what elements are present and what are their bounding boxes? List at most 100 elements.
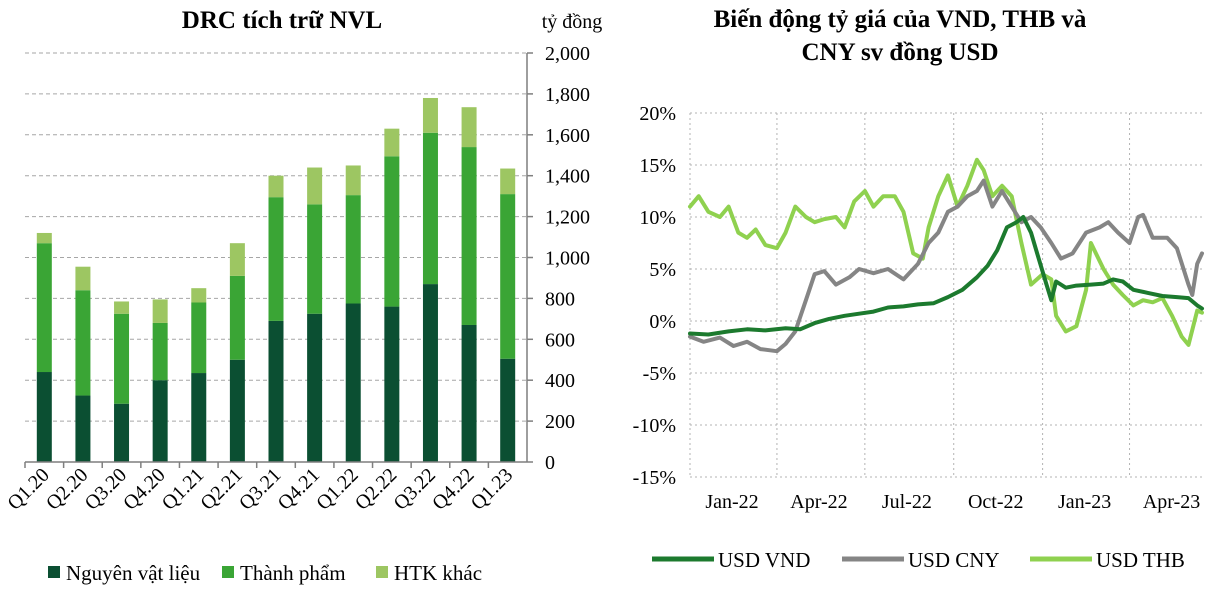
bar-chart-x-tick-label: Q4.22: [428, 464, 479, 515]
bar-segment-1: [307, 313, 323, 462]
line-chart-x-tick-labels: Jan-22 Apr-22 Jul-22 Oct-22 Jan-23 Apr-23: [705, 491, 1200, 513]
bar-segment-2: [461, 147, 477, 325]
bar-segment-2: [152, 322, 168, 381]
bar-segment-2: [307, 204, 323, 314]
bar-chart-x-tick-label: Q1.22: [312, 464, 363, 515]
bar-segment-1: [268, 320, 284, 462]
bar-segment-3: [307, 167, 323, 205]
line-series-2: [688, 178, 1204, 354]
bar-segment-1: [36, 372, 52, 462]
bar-segment-2: [384, 156, 400, 307]
line-chart-series: [688, 157, 1204, 354]
bar-segment-2: [500, 194, 516, 359]
bar-chart-y-tick-labels: 0 200 400 600 800 1,000 1,200 1,400 1,600 1,800 2,…: [545, 43, 590, 474]
bar-chart-x-tick-label: Q4.20: [119, 464, 170, 515]
line-chart-x-tick-label: Jan-23: [1058, 491, 1111, 513]
line-chart-y-tick-label: -5%: [643, 363, 676, 385]
bar-segment-2: [191, 302, 207, 374]
bar-segment-3: [75, 266, 91, 291]
inventory-bar-chart: DRC tích trữ NVL tỷ đồng 0 200 400 600 800 1,…: [3, 7, 602, 585]
fx-line-chart: Biến động tỷ giá của VND, THB và CNY sv …: [633, 6, 1204, 572]
bar-chart-legend-swatch: [48, 566, 60, 578]
bar-segment-3: [268, 175, 284, 198]
bar-chart-x-tick-labels: Q1.20Q2.20Q3.20Q4.20Q1.21Q2.21Q3.21Q4.21…: [3, 464, 517, 515]
bar-chart-title: DRC tích trữ NVL: [182, 7, 382, 34]
bar-segment-2: [229, 275, 245, 360]
line-chart-y-tick-label: 15%: [639, 155, 676, 177]
bar-segment-2: [114, 313, 130, 404]
bar-chart-y-tick-label: 1,200: [545, 207, 590, 229]
line-chart-legend-label: USD VND: [718, 548, 810, 572]
bar-segment-1: [500, 358, 516, 462]
bar-segment-3: [36, 232, 52, 244]
bar-segment-3: [461, 107, 477, 148]
bar-chart-x-tick-label: Q3.20: [81, 464, 132, 515]
bar-segment-1: [384, 306, 400, 462]
bar-segment-1: [229, 359, 245, 462]
bar-segment-3: [422, 97, 438, 133]
bar-segment-2: [36, 243, 52, 373]
bar-chart-x-tick-label: Q4.21: [274, 464, 325, 515]
bar-segment-1: [461, 324, 477, 462]
bar-chart-legend-swatch: [376, 566, 388, 578]
line-chart-title-line-2: CNY sv đồng USD: [801, 39, 998, 66]
bar-chart-gridlines: [25, 52, 533, 463]
line-chart-x-tick-label: Apr-22: [790, 491, 847, 513]
bar-chart-legend-label: Thành phẩm: [240, 561, 346, 585]
line-chart-x-tick-label: Oct-22: [968, 491, 1024, 513]
bar-segment-1: [114, 403, 130, 462]
bar-segment-3: [384, 128, 400, 157]
bar-chart-x-tick-label: Q3.22: [389, 464, 440, 515]
bar-chart-legend-label: HTK khác: [394, 561, 482, 585]
bar-chart-x-tick-label: Q3.21: [235, 464, 286, 515]
bar-segment-2: [345, 195, 361, 304]
line-chart-legend-label: USD CNY: [908, 548, 1000, 572]
line-chart-x-tick-label: Jan-22: [705, 491, 758, 513]
bar-chart-y-tick-label: 600: [545, 329, 575, 351]
bar-chart-y-tick-label: 1,000: [545, 248, 590, 270]
line-chart-x-tick-label: Apr-23: [1143, 491, 1200, 513]
bar-chart-y-tick-label: 1,400: [545, 166, 590, 188]
bar-segment-1: [422, 284, 438, 462]
bar-segment-2: [268, 197, 284, 321]
line-chart-title-line-1: Biến động tỷ giá của VND, THB và: [714, 6, 1087, 33]
line-chart-y-tick-label: 0%: [649, 311, 676, 333]
line-chart-y-tick-label: 10%: [639, 207, 676, 229]
bar-chart-y-tick-label: 1,800: [545, 84, 590, 106]
bar-chart-unit-label: tỷ đồng: [542, 11, 603, 33]
bar-segment-3: [345, 165, 361, 196]
bar-segment-3: [191, 288, 207, 303]
bar-chart-legend-swatch: [222, 566, 234, 578]
bar-chart-x-tick-label: Q1.21: [158, 464, 209, 515]
bar-chart-legend-label: Nguyên vật liệu: [66, 561, 201, 585]
line-chart-y-tick-labels: -15% -10% -5% 0% 5% 10% 15% 20%: [633, 103, 676, 489]
bar-segment-2: [422, 132, 438, 285]
bar-chart-x-tick-label: Q2.21: [196, 464, 247, 515]
bar-chart-y-tick-label: 1,600: [545, 125, 590, 147]
bar-segment-2: [75, 290, 91, 396]
bar-chart-x-tick-label: Q1.23: [467, 464, 518, 515]
bar-segment-3: [114, 301, 130, 314]
bar-chart-y-tick-label: 2,000: [545, 43, 590, 65]
bar-segment-1: [152, 380, 168, 462]
bar-segment-3: [229, 243, 245, 276]
bar-chart-x-tick-label: Q2.20: [42, 464, 93, 515]
line-series-3: [688, 157, 1204, 347]
bar-segment-3: [500, 168, 516, 195]
line-series-1: [688, 215, 1204, 337]
bar-segment-1: [75, 395, 91, 462]
line-chart-y-tick-label: 5%: [649, 259, 676, 281]
bar-chart-y-tick-label: 200: [545, 411, 575, 433]
bar-chart-y-tick-label: 0: [545, 452, 555, 474]
line-chart-y-tick-label: 20%: [639, 103, 676, 125]
line-chart-y-tick-label: -10%: [633, 415, 676, 437]
line-chart-x-tick-label: Jul-22: [882, 491, 932, 513]
bar-chart-y-tick-label: 800: [545, 288, 575, 310]
bar-chart-bars: [24, 97, 516, 468]
line-chart-legend: USD VND USD CNY USD THB: [652, 548, 1185, 572]
line-chart-y-tick-label: -15%: [633, 467, 676, 489]
line-chart-legend-label: USD THB: [1096, 548, 1185, 572]
bar-segment-1: [345, 303, 361, 462]
